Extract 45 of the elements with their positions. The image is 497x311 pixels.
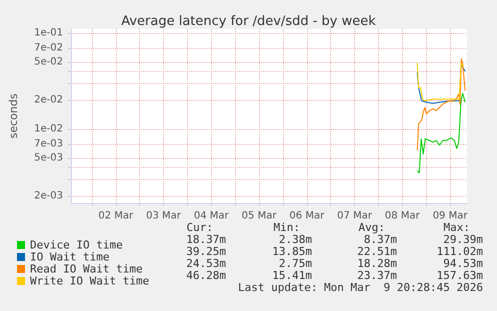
text: 18.37m bbox=[186, 233, 226, 246]
y-axis-title: seconds bbox=[7, 93, 20, 138]
x-tick-label: 05 Mar bbox=[242, 210, 278, 222]
text: 46.28m bbox=[186, 269, 226, 282]
text: Last update: Mon Mar 9 20:28:45 2026 bbox=[238, 281, 484, 294]
y-tick-label: 5e-03 bbox=[34, 152, 63, 164]
text: Max: bbox=[444, 221, 470, 234]
text: 2.75m bbox=[278, 257, 312, 270]
x-tick-label: 07 Mar bbox=[337, 210, 373, 222]
x-tick-label: 04 Mar bbox=[194, 210, 230, 222]
x-tick-label: 06 Mar bbox=[289, 210, 326, 222]
text: 23.37m bbox=[357, 269, 398, 282]
y-tick-label: 1e-02 bbox=[34, 124, 63, 135]
line-series bbox=[416, 92, 466, 174]
legend-label: Read IO Wait time bbox=[30, 262, 143, 276]
y-tick-label: 7e-03 bbox=[34, 138, 63, 150]
y-tick-label: 5e-02 bbox=[34, 56, 63, 68]
legend-label: IO Wait time bbox=[30, 250, 110, 264]
x-tick-label: 03 Mar bbox=[146, 210, 182, 222]
text: Min: bbox=[274, 221, 300, 234]
text: 29.39m bbox=[443, 233, 484, 246]
text: Cur: bbox=[186, 221, 213, 234]
chart-title: Average latency for /dev/sdd - by week bbox=[121, 14, 376, 29]
line-series bbox=[416, 58, 466, 151]
text: 8.37m bbox=[364, 233, 398, 246]
text: 22.51m bbox=[357, 245, 398, 258]
text: 18.28m bbox=[357, 257, 398, 270]
y-tick-label: 1e-01 bbox=[34, 27, 63, 38]
legend-label: Device IO time bbox=[30, 238, 123, 252]
legend-label: Write IO Wait time bbox=[30, 274, 150, 288]
text: 15.41m bbox=[272, 269, 312, 282]
x-tick-label: 02 Mar bbox=[98, 210, 134, 222]
text: 111.02m bbox=[436, 245, 484, 258]
text: 24.53m bbox=[186, 257, 226, 270]
y-tick-label: 2e-02 bbox=[34, 94, 63, 106]
x-tick-label: 09 Mar bbox=[432, 210, 468, 222]
text: 2.38m bbox=[278, 233, 312, 246]
text: 13.85m bbox=[272, 245, 312, 258]
y-tick-label: 2e-03 bbox=[34, 190, 63, 202]
text: 39.25m bbox=[186, 245, 226, 258]
y-tick-label: 7e-02 bbox=[34, 42, 63, 54]
x-tick-label: 08 Mar bbox=[384, 210, 421, 222]
text: Avg: bbox=[358, 221, 385, 234]
text: 157.63m bbox=[436, 269, 484, 282]
text: 94.53m bbox=[443, 257, 484, 270]
